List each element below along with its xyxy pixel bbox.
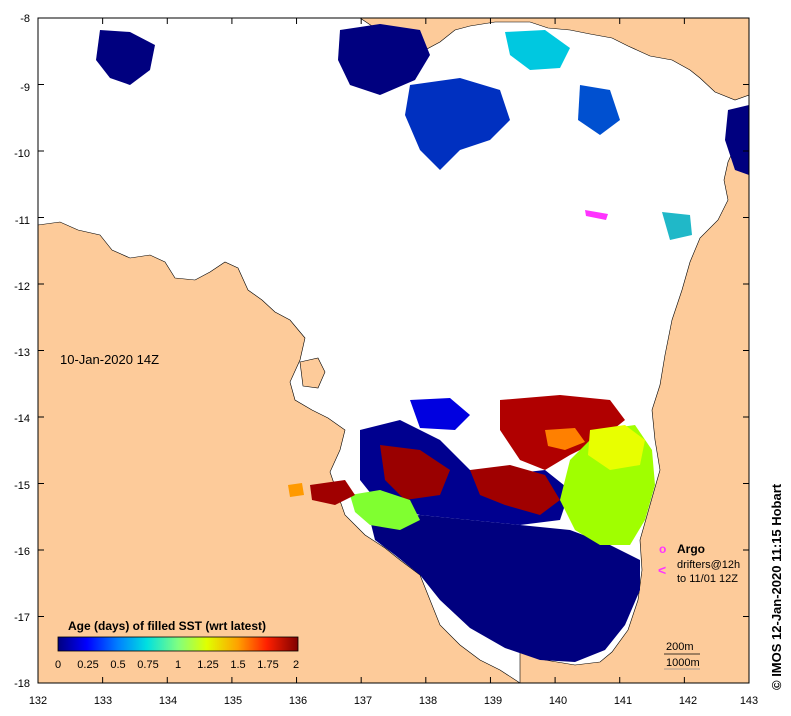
y-tick-12: -12 xyxy=(14,281,30,293)
colorbar-tick-7: 1.75 xyxy=(257,659,278,671)
x-tick-142: 142 xyxy=(679,695,697,707)
x-tick-141: 141 xyxy=(614,695,632,707)
timestamp-label: 10-Jan-2020 14Z xyxy=(60,352,159,367)
y-tick-17: -17 xyxy=(14,612,30,624)
land-island xyxy=(299,357,326,389)
colorbar-tick-1: 0.25 xyxy=(77,659,98,671)
y-tick-marks xyxy=(38,18,749,683)
y-tick-8: -8 xyxy=(20,13,30,25)
age-patch-west-darkred xyxy=(310,480,355,505)
colorbar-tick-6: 1.5 xyxy=(230,659,245,671)
y-tick-10: -10 xyxy=(14,148,30,160)
age-patch-darkred-west xyxy=(380,445,450,500)
colorbar-ramp xyxy=(57,636,299,652)
sst-age-field xyxy=(96,24,749,662)
age-patch-darkred-center xyxy=(470,465,560,515)
drifter-symbol: < xyxy=(658,562,666,578)
y-tick-16: -16 xyxy=(14,546,30,558)
age-patch-blue-scatter xyxy=(410,398,470,430)
age-patch-north-mid xyxy=(405,78,510,170)
age-patch-north-center xyxy=(338,24,430,95)
imos-credit: © IMOS 12-Jan-2020 11:15 Hobart xyxy=(769,483,784,690)
argo-symbol: o xyxy=(659,542,666,556)
contour-200m-label: 200m xyxy=(666,641,694,653)
colorbar-title: Age (days) of filled SST (wrt latest) xyxy=(68,619,266,633)
age-patch-north-cyan xyxy=(505,30,570,70)
y-tick-18: -18 xyxy=(14,678,30,690)
map-frame xyxy=(37,17,750,684)
colorbar-tick-3: 0.75 xyxy=(137,659,158,671)
colorbar-tick-4: 1 xyxy=(175,659,181,671)
colorbar-tick-5: 1.25 xyxy=(197,659,218,671)
age-patch-north-blue xyxy=(578,85,620,135)
contour-1000m-label: 1000m xyxy=(666,657,700,669)
colorbar-tick-0: 0 xyxy=(55,659,61,671)
contour-legend: 200m 1000m xyxy=(664,641,700,670)
y-tick-11: -11 xyxy=(15,215,30,227)
plot-area xyxy=(38,18,749,683)
argo-label: Argo xyxy=(677,542,705,556)
age-patch-argo-magenta xyxy=(585,210,608,220)
x-tick-138: 138 xyxy=(419,695,437,707)
y-tick-15: -15 xyxy=(14,480,30,492)
age-patch-south-navy xyxy=(370,515,640,662)
age-patch-orange-east xyxy=(545,428,585,450)
colorbar: Age (days) of filled SST (wrt latest) 0 … xyxy=(55,619,299,671)
y-tick-9: -9 xyxy=(20,82,30,94)
land-northern-territory xyxy=(38,221,521,683)
drifters-label-line2: to 11/01 12Z xyxy=(677,573,738,585)
x-tick-143: 143 xyxy=(740,695,758,707)
age-patch-north-west xyxy=(96,30,155,85)
x-tick-137: 137 xyxy=(354,695,372,707)
y-tick-14: -14 xyxy=(14,413,30,425)
x-tick-135: 135 xyxy=(224,695,242,707)
colorbar-tick-8: 2 xyxy=(293,659,299,671)
x-tick-marks xyxy=(38,18,749,683)
y-tick-13: -13 xyxy=(14,347,30,359)
age-patch-west-orange xyxy=(288,483,304,497)
x-tick-134: 134 xyxy=(159,695,177,707)
colorbar-tick-2: 0.5 xyxy=(110,659,125,671)
age-patch-green-west xyxy=(350,490,420,530)
platform-legend: o Argo < drifters@12h to 11/01 12Z xyxy=(658,542,740,585)
age-patch-east-teal xyxy=(662,212,692,240)
land-cape-york xyxy=(519,119,749,683)
x-tick-140: 140 xyxy=(549,695,567,707)
x-axis-labels: 132 133 134 135 136 137 138 139 140 141 … xyxy=(29,695,758,707)
x-tick-136: 136 xyxy=(289,695,307,707)
x-tick-132: 132 xyxy=(29,695,47,707)
y-axis-labels: -8 -9 -10 -11 -12 -13 -14 -15 -16 -17 -1… xyxy=(14,13,30,690)
age-patch-yellow xyxy=(588,425,645,470)
x-tick-133: 133 xyxy=(94,695,112,707)
age-patch-east-navy xyxy=(725,105,749,175)
drifters-label-line1: drifters@12h xyxy=(677,559,740,571)
x-tick-139: 139 xyxy=(484,695,502,707)
